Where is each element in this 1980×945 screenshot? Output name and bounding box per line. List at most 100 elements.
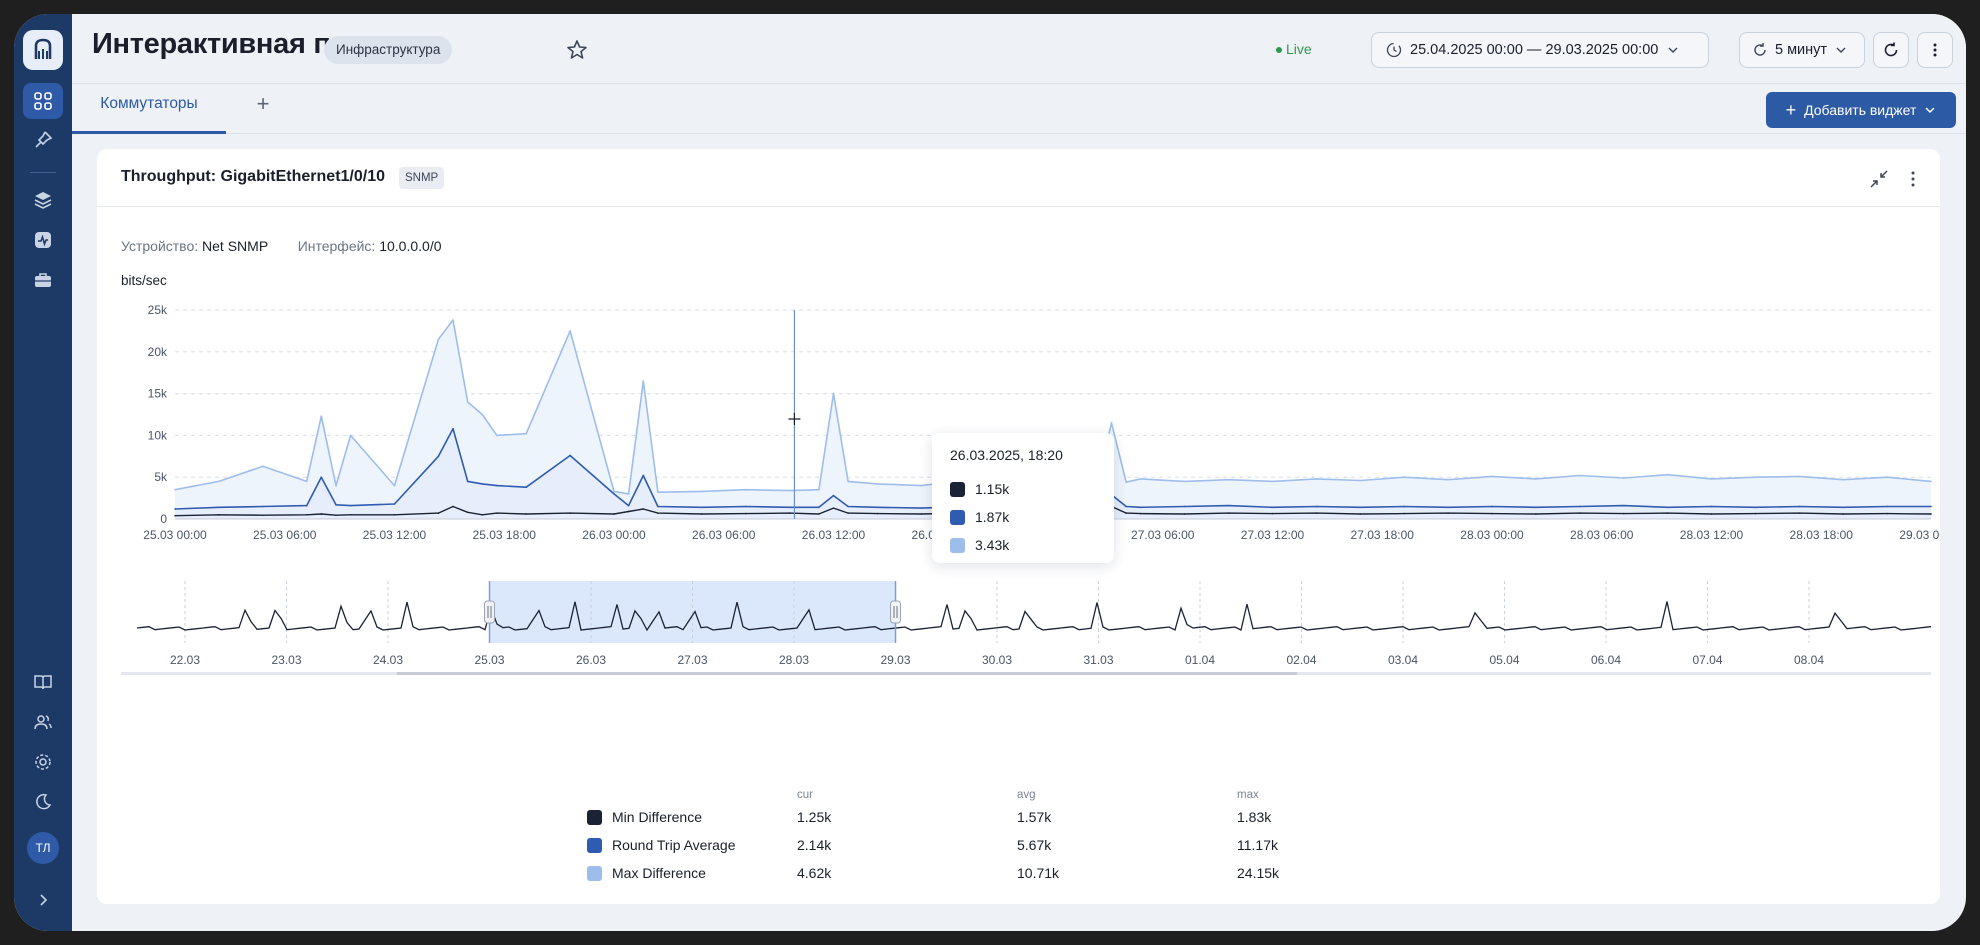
sidebar-item-services[interactable] — [23, 262, 63, 298]
interface-value: 10.0.0.0/0 — [379, 238, 442, 254]
sidebar-item-theme[interactable] — [23, 784, 63, 820]
navigator-scrollbar-thumb[interactable] — [397, 672, 1297, 675]
navigator-tick-label: 07.04 — [1692, 653, 1722, 667]
data-point — [335, 484, 337, 487]
y-tick-label: 5k — [154, 470, 168, 484]
data-point — [1359, 479, 1362, 482]
x-tick-label: 29.03 00:00 — [1899, 528, 1940, 542]
tooltip-swatch — [950, 509, 965, 525]
y-tick-label: 20k — [148, 345, 168, 359]
add-widget-label: Добавить виджет — [1804, 102, 1917, 118]
date-range-picker[interactable]: 25.04.2025 00:00 — 29.03.2025 00:00 — [1371, 32, 1709, 68]
navigator-handle[interactable] — [890, 600, 901, 624]
data-point — [1447, 506, 1449, 509]
data-point — [1886, 476, 1888, 479]
sidebar-item-dashboards[interactable] — [23, 83, 63, 119]
x-tick-label: 28.03 06:00 — [1570, 528, 1634, 542]
avatar[interactable]: ТЛ — [27, 832, 59, 864]
device-value: Net SNMP — [202, 238, 268, 254]
y-tick-label: 25k — [148, 303, 168, 317]
data-point — [876, 506, 879, 509]
sidebar-item-layers[interactable] — [23, 182, 63, 218]
series-area-max-difference — [175, 320, 1931, 519]
data-point — [1183, 480, 1186, 483]
x-tick-label: 25.03 18:00 — [473, 528, 537, 542]
data-point — [481, 413, 484, 416]
briefcase-icon — [35, 273, 51, 287]
data-point — [832, 507, 835, 509]
sidebar-item-users[interactable] — [23, 704, 63, 740]
data-point — [1140, 512, 1142, 515]
favorite-star-icon[interactable] — [565, 38, 589, 62]
widget-more-icon[interactable] — [1901, 167, 1925, 191]
navigator-tick-label: 30.03 — [982, 653, 1012, 667]
snmp-badge: SNMP — [399, 167, 445, 189]
sidebar-item-settings[interactable] — [23, 744, 63, 780]
navigator-tick-label: 31.03 — [1083, 653, 1113, 667]
data-point — [832, 392, 835, 395]
data-point — [876, 483, 879, 485]
add-widget-button[interactable]: + Добавить виджет — [1766, 92, 1956, 128]
activity-chart-icon — [35, 232, 51, 248]
dashboard-tag[interactable]: Инфраструктура — [324, 36, 453, 64]
data-point — [1930, 505, 1932, 508]
layers-icon — [34, 192, 52, 209]
collapse-icon[interactable] — [1867, 167, 1891, 191]
data-point — [1491, 512, 1493, 515]
date-range-value: 25.04.2025 00:00 — 29.03.2025 00:00 — [1410, 42, 1659, 58]
data-point — [627, 493, 630, 495]
data-point — [818, 488, 820, 491]
app-logo-icon[interactable] — [23, 30, 63, 70]
data-point — [525, 486, 527, 489]
data-point — [920, 507, 923, 509]
data-point — [320, 513, 323, 515]
data-point — [1447, 478, 1449, 481]
widget-header: Throughput: GigabitEthernet1/0/10 SNMP — [97, 149, 1940, 207]
sidebar-expand-button[interactable] — [23, 882, 63, 918]
data-point — [642, 474, 645, 477]
dashboard-tabs: Коммутаторы + + Добавить виджет — [72, 84, 1966, 134]
legend-cur: 2.14k — [797, 837, 832, 853]
clock-history-icon — [1386, 42, 1402, 58]
tooltip-swatch — [950, 481, 965, 497]
header-more-button[interactable] — [1917, 32, 1953, 68]
data-point — [642, 380, 645, 382]
auto-refresh-icon — [1754, 43, 1766, 56]
data-point — [642, 508, 645, 510]
data-point — [1140, 478, 1142, 480]
sidebar-item-pinned[interactable] — [23, 122, 63, 158]
x-tick-label: 25.03 06:00 — [253, 528, 317, 542]
data-point — [320, 415, 323, 417]
sidebar-item-monitoring[interactable] — [23, 222, 63, 258]
data-point — [569, 330, 571, 332]
x-tick-label: 27.03 12:00 — [1241, 528, 1305, 542]
tab-switches[interactable]: Коммутаторы — [72, 84, 226, 134]
data-point — [1798, 505, 1801, 508]
x-tick-label: 26.03 06:00 — [692, 528, 756, 542]
live-label: Live — [1286, 41, 1312, 57]
refresh-button[interactable] — [1873, 32, 1909, 68]
refresh-interval-select[interactable]: 5 минут — [1739, 32, 1865, 68]
navigator-handle[interactable] — [484, 600, 495, 624]
throughput-chart[interactable]: 0 5k 10k 15k 20k 25k 25.03 00:00 25.03 06:00 25.… — [97, 149, 1940, 779]
data-point — [1491, 505, 1493, 508]
data-point — [174, 514, 176, 517]
data-point — [218, 514, 220, 516]
data-point — [262, 465, 264, 468]
sidebar-item-docs[interactable] — [23, 664, 63, 700]
data-point — [1842, 506, 1844, 509]
data-point — [847, 505, 849, 508]
x-tick-label: 26.03 00:00 — [582, 528, 646, 542]
add-tab-button[interactable]: + — [256, 91, 270, 116]
live-dot-icon — [1276, 47, 1282, 54]
data-point — [1535, 513, 1537, 515]
x-tick-label: 27.03 06:00 — [1131, 528, 1195, 542]
app-window: ТЛ Интерактивная панель Инфраструктура L… — [14, 14, 1966, 931]
data-point — [1125, 481, 1127, 484]
data-point — [349, 504, 352, 507]
chevron-right-icon — [40, 894, 48, 906]
data-point — [1359, 506, 1362, 509]
navigator-tick-label: 23.03 — [271, 653, 301, 667]
data-point — [452, 319, 454, 321]
data-point — [1315, 478, 1318, 480]
